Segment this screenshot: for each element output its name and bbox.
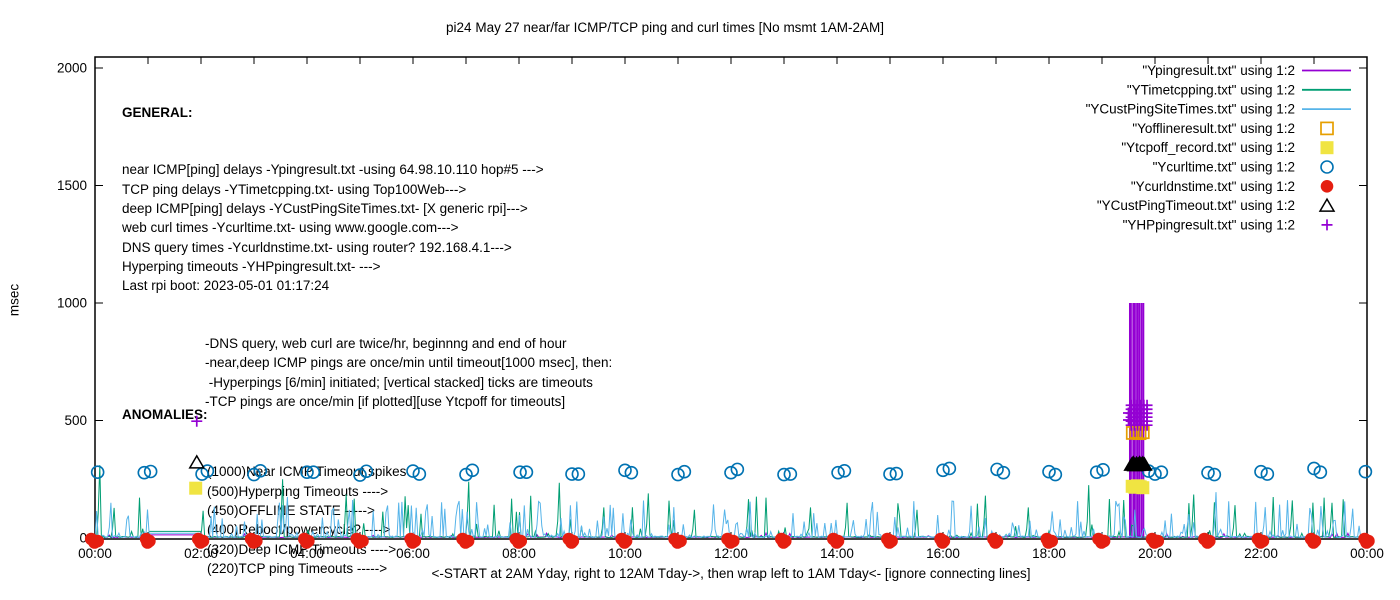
svg-text:22:00: 22:00 [1244, 546, 1278, 561]
text-line: deep ICMP[ping] delays -YCustPingSiteTim… [122, 201, 528, 217]
svg-text:16:00: 16:00 [926, 546, 960, 561]
text-line: near ICMP[ping] delays -Ypingresult.txt … [122, 162, 544, 178]
svg-text:"Ycurldnstime.txt" using 1:2: "Ycurldnstime.txt" using 1:2 [1131, 179, 1295, 194]
legend-entry-Ycurldnstime: "Ycurldnstime.txt" using 1:2 [1131, 179, 1334, 194]
general-annotation-block: GENERAL: near ICMP[ping] delays -Ypingre… [122, 64, 612, 450]
text-line: -TCP pings are once/min [if plotted][use… [205, 394, 566, 410]
svg-text:"YCustPingTimeout.txt" using 1: "YCustPingTimeout.txt" using 1:2 [1097, 198, 1295, 213]
general-notes: -DNS query, web curl are twice/hr, begin… [122, 334, 612, 411]
svg-text:14:00: 14:00 [820, 546, 854, 561]
series-Ytcpoff_record [189, 479, 1150, 495]
legend-entry-Ytcpoff_record: "Ytcpoff_record.txt" using 1:2 [1121, 140, 1334, 155]
y-tick-labels: 0 500 1000 1500 2000 [57, 61, 87, 546]
svg-text:04:00: 04:00 [290, 546, 324, 561]
text-line: Hyperping timeouts -YHPpingresult.txt- -… [122, 258, 381, 274]
legend-entry-YTimetcpping: "YTimetcpping.txt" using 1:2 [1127, 82, 1351, 97]
general-lines: near ICMP[ping] delays -Ypingresult.txt … [122, 160, 612, 295]
text-line: DNS query times -Ycurldnstime.txt- using… [122, 239, 512, 255]
svg-text:0: 0 [79, 531, 87, 546]
svg-text:"Ypingresult.txt" using 1:2: "Ypingresult.txt" using 1:2 [1142, 63, 1295, 78]
legend-entry-YHPpingresult: "YHPpingresult.txt" using 1:2 [1123, 217, 1333, 232]
svg-text:00:00: 00:00 [1350, 546, 1384, 561]
svg-text:"YHPpingresult.txt" using 1:2: "YHPpingresult.txt" using 1:2 [1123, 217, 1295, 232]
series-Ycurltime [90, 461, 1373, 482]
series-YCustPingSiteTimes [95, 492, 1367, 539]
x-tick-labels: 00:00 02:00 04:00 06:00 08:00 10:00 12:00 14:00… [78, 546, 1384, 561]
svg-text:08:00: 08:00 [502, 546, 536, 561]
svg-text:2000: 2000 [57, 61, 87, 76]
general-heading: GENERAL: [122, 104, 193, 120]
series-Ycurldnstime [84, 532, 1375, 549]
legend-entry-YCustPingSiteTimes: "YCustPingSiteTimes.txt" using 1:2 [1086, 102, 1351, 117]
svg-text:"Yofflineresult.txt" using 1:2: "Yofflineresult.txt" using 1:2 [1132, 121, 1295, 136]
chart-title: pi24 May 27 near/far ICMP/TCP ping and c… [446, 20, 884, 35]
text-line: -Hyperpings [6/min] initiated; [vertical… [205, 374, 593, 390]
text-line: web curl times -Ycurltime.txt- using www… [122, 220, 459, 236]
text-line: (220)TCP ping Timeouts -----> [207, 560, 388, 576]
text-line: -DNS query, web curl are twice/hr, begin… [205, 336, 567, 352]
svg-text:02:00: 02:00 [184, 546, 218, 561]
legend-entry-Ypingresult: "Ypingresult.txt" using 1:2 [1142, 63, 1351, 78]
series-Ypingresult [95, 303, 1367, 539]
svg-text:10:00: 10:00 [608, 546, 642, 561]
svg-text:06:00: 06:00 [396, 546, 430, 561]
svg-text:"Ycurltime.txt" using 1:2: "Ycurltime.txt" using 1:2 [1153, 160, 1295, 175]
text-line: -near,deep ICMP pings are once/min until… [205, 355, 613, 371]
legend-entry-Yofflineresult: "Yofflineresult.txt" using 1:2 [1132, 121, 1334, 136]
svg-text:"YCustPingSiteTimes.txt" using: "YCustPingSiteTimes.txt" using 1:2 [1086, 102, 1295, 117]
legend-entry-Ycurltime: "Ycurltime.txt" using 1:2 [1153, 160, 1334, 175]
svg-text:18:00: 18:00 [1032, 546, 1066, 561]
series-YCustPingTimeout [188, 454, 1153, 472]
svg-text:500: 500 [64, 413, 87, 428]
text-line: TCP ping delays -YTimetcpping.txt- using… [122, 181, 467, 197]
svg-text:20:00: 20:00 [1138, 546, 1172, 561]
svg-text:12:00: 12:00 [714, 546, 748, 561]
svg-text:00:00: 00:00 [78, 546, 112, 561]
x-axis-label: <-START at 2AM Yday, right to 12AM Tday-… [431, 566, 1031, 581]
legend: "Ypingresult.txt" using 1:2 "YTimetcpping… [1086, 63, 1351, 232]
svg-text:"YTimetcpping.txt" using 1:2: "YTimetcpping.txt" using 1:2 [1127, 82, 1295, 97]
legend-entry-YCustPingTimeout: "YCustPingTimeout.txt" using 1:2 [1097, 197, 1336, 213]
svg-text:"Ytcpoff_record.txt" using 1:2: "Ytcpoff_record.txt" using 1:2 [1121, 140, 1295, 155]
svg-text:1000: 1000 [57, 296, 87, 311]
text-line: Last rpi boot: 2023-05-01 01:17:24 [122, 278, 330, 294]
series-YHPpingresult [191, 399, 1153, 431]
text-line: (500)Hyperping Timeouts ----> [207, 483, 389, 499]
anomalies-heading: ANOMALIES: [122, 406, 208, 422]
svg-text:1500: 1500 [57, 178, 87, 193]
